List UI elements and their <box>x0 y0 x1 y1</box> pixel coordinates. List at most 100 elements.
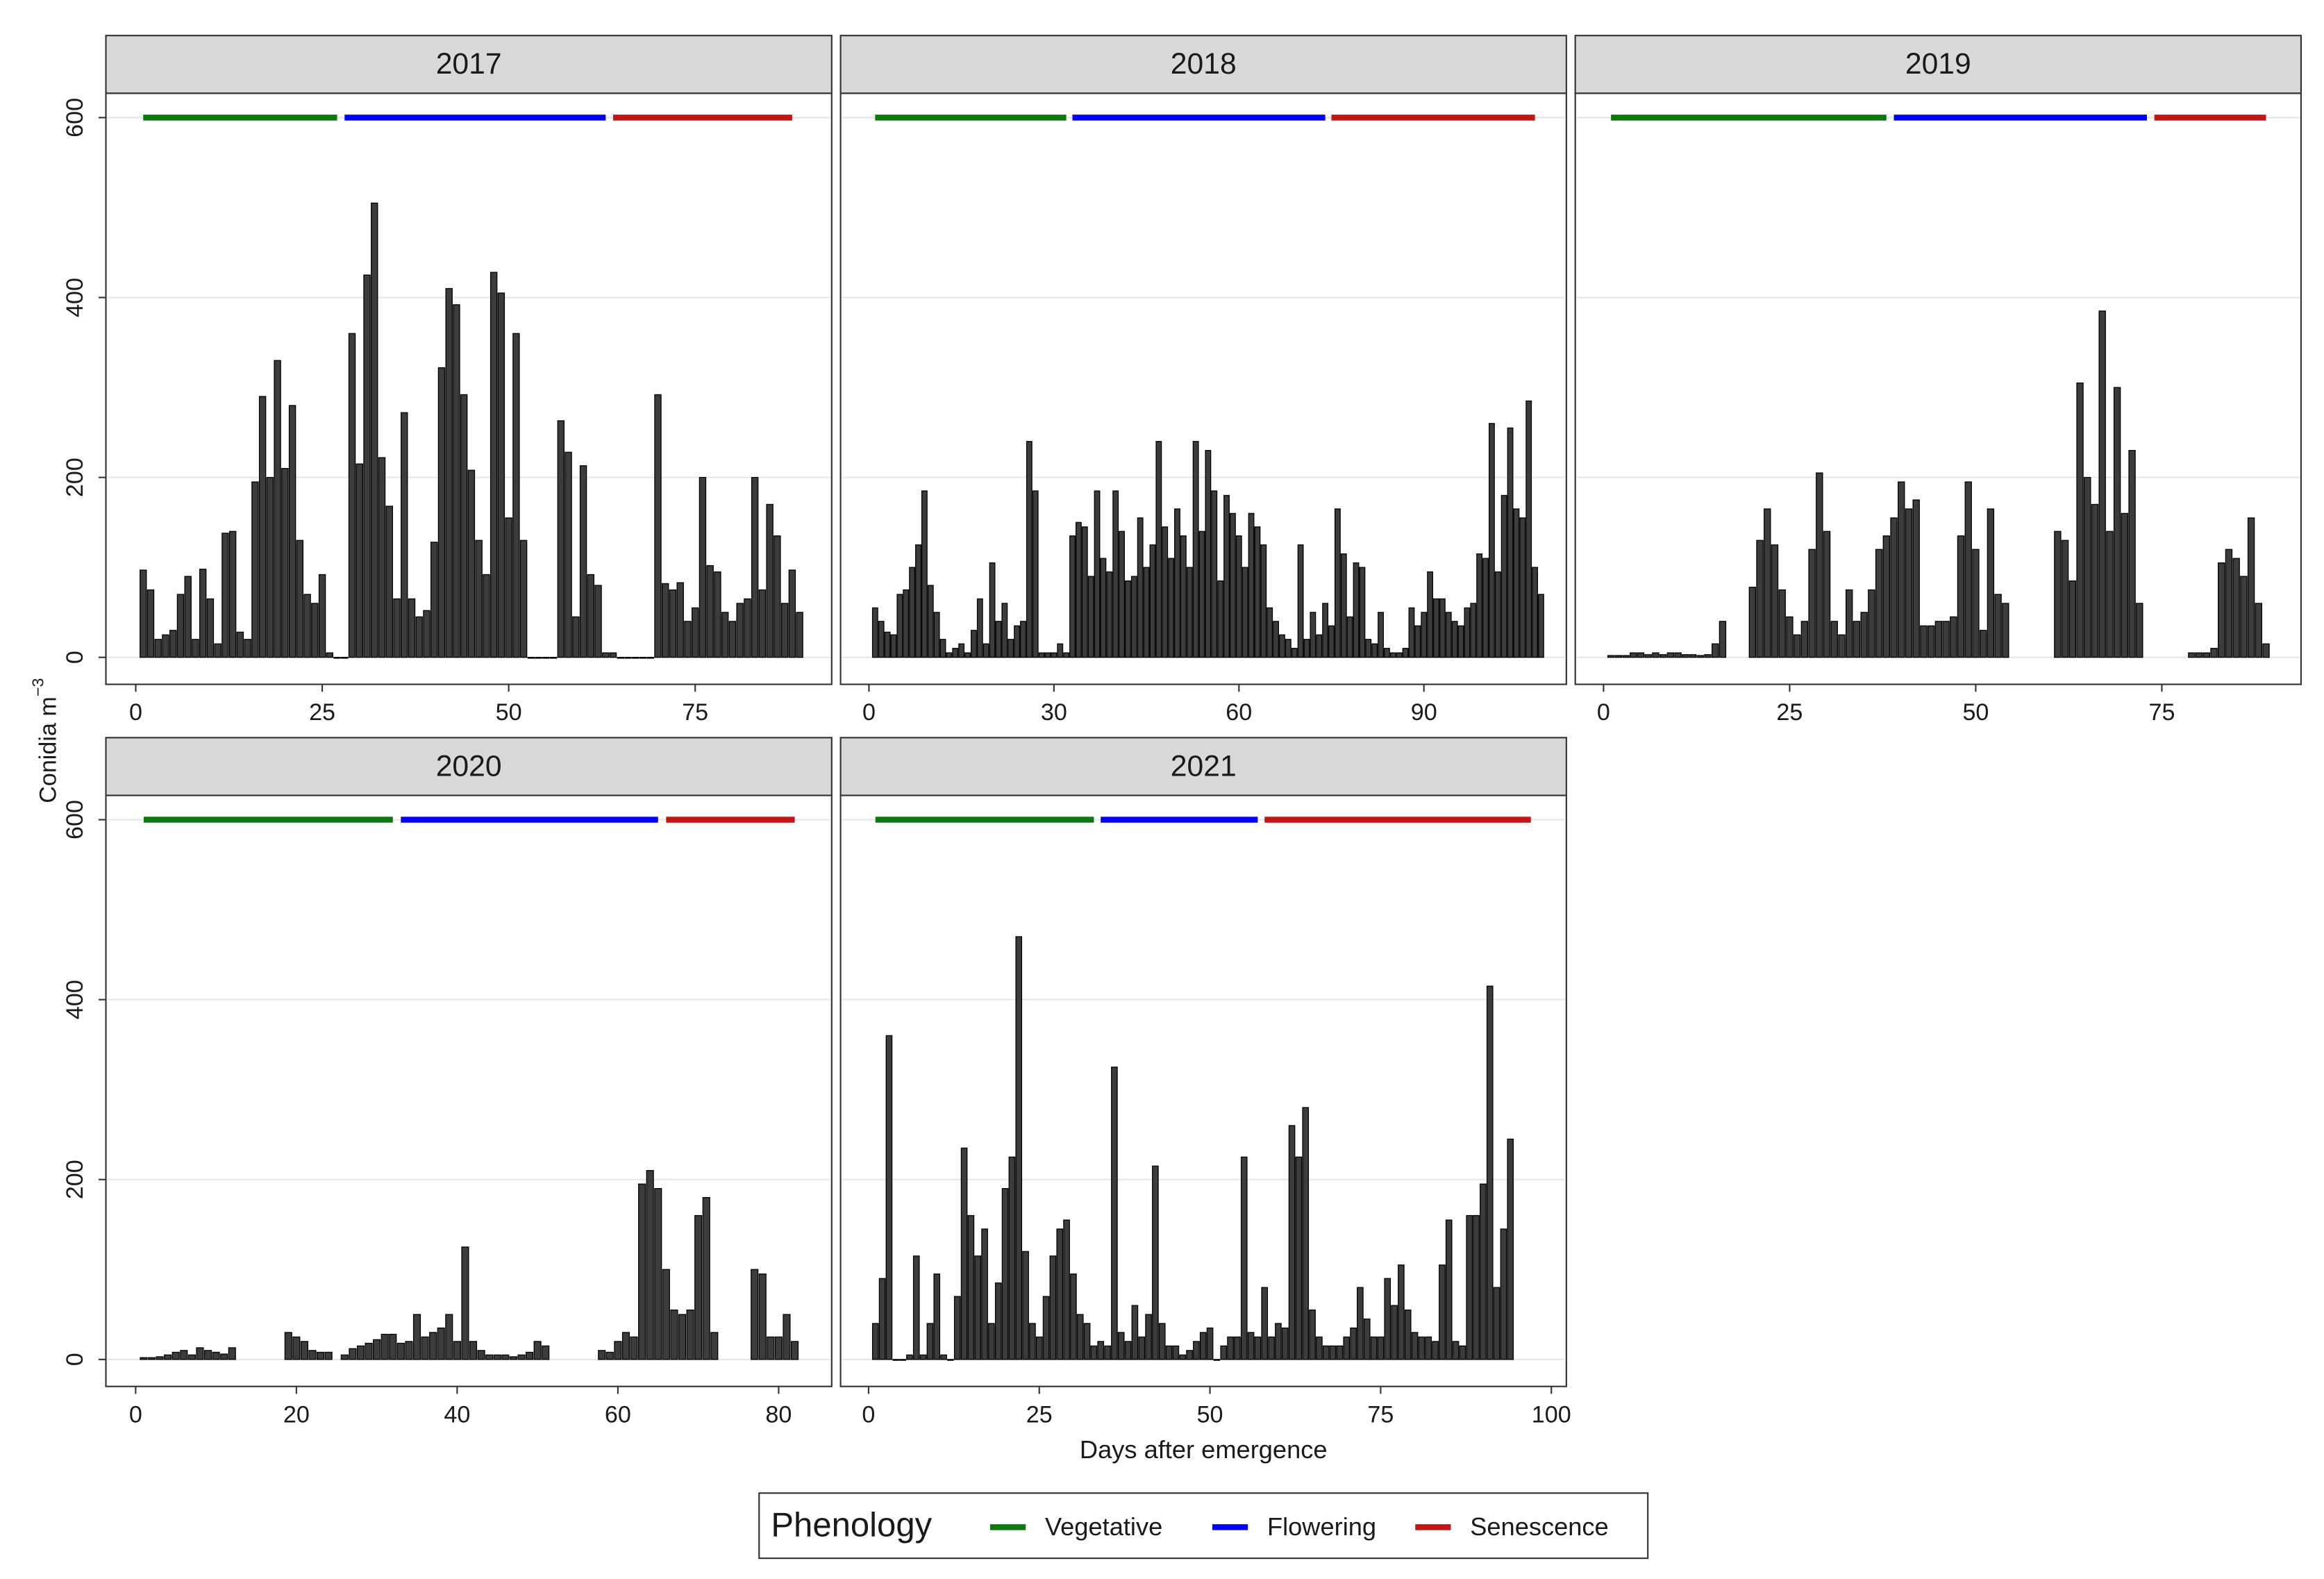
bar <box>1032 490 1039 658</box>
bar <box>1433 598 1439 658</box>
bar <box>736 603 744 658</box>
bar <box>1890 517 1898 658</box>
x-tick-label: 90 <box>1411 699 1437 726</box>
bar <box>926 1323 934 1360</box>
bar <box>1950 616 1957 658</box>
bar <box>1180 535 1187 658</box>
bar <box>1076 1314 1084 1360</box>
bar <box>721 612 729 658</box>
x-tick-label: 20 <box>283 1401 310 1428</box>
bar <box>517 1354 526 1360</box>
bar <box>1868 589 1875 658</box>
bar <box>251 481 259 658</box>
bar <box>363 274 371 658</box>
bar <box>1247 1332 1255 1360</box>
bar <box>1014 625 1020 658</box>
bar <box>196 1347 204 1360</box>
bar <box>933 612 940 658</box>
bar <box>686 1309 694 1360</box>
bar <box>1853 621 1861 658</box>
bar <box>609 652 617 658</box>
bar <box>896 594 903 658</box>
bar <box>1291 648 1298 658</box>
bar <box>694 1214 703 1360</box>
bar <box>1112 490 1119 658</box>
bar <box>878 621 885 658</box>
bar <box>614 1341 622 1360</box>
bar <box>258 396 267 658</box>
bar <box>1229 512 1236 658</box>
bar <box>1480 1183 1487 1360</box>
bar <box>1155 441 1162 658</box>
bar <box>2188 652 2196 658</box>
bar <box>1254 526 1261 658</box>
bar <box>1227 1336 1234 1360</box>
bar <box>1482 558 1489 658</box>
bar <box>1192 441 1199 658</box>
bar <box>710 1332 719 1360</box>
bar <box>1063 652 1070 658</box>
x-tick-label: 40 <box>444 1401 470 1428</box>
bar <box>974 1255 982 1360</box>
bar <box>1507 1138 1514 1360</box>
x-tick-label: 60 <box>1226 699 1252 726</box>
bar <box>1451 621 1458 658</box>
x-tick-label: 75 <box>2148 699 2175 726</box>
bar <box>1637 652 1645 658</box>
bar <box>2255 603 2263 658</box>
bar <box>1476 553 1483 658</box>
bar <box>964 652 971 658</box>
bar <box>1823 530 1831 658</box>
bar <box>1519 517 1526 658</box>
bar <box>2247 517 2255 658</box>
bar <box>349 1348 357 1360</box>
bar <box>1117 1332 1125 1360</box>
bar <box>1242 567 1248 658</box>
strip <box>105 35 833 94</box>
bar <box>1377 1336 1385 1360</box>
bar <box>1470 603 1477 658</box>
bar <box>1131 1305 1139 1360</box>
bar <box>1432 1341 1439 1360</box>
bar <box>1427 571 1434 658</box>
bar <box>751 1269 759 1360</box>
bar <box>1316 634 1323 658</box>
bar <box>796 612 803 658</box>
bar <box>1168 558 1175 658</box>
bar <box>1186 1350 1193 1360</box>
bar <box>1094 490 1101 658</box>
bar <box>1295 1156 1303 1360</box>
bar <box>1452 1341 1460 1360</box>
bar <box>758 589 767 658</box>
bar <box>1254 1336 1262 1360</box>
bar <box>1070 1273 1077 1360</box>
y-tick-label: 200 <box>62 1160 88 1199</box>
bar <box>915 544 921 658</box>
bar <box>206 598 215 658</box>
bar <box>460 394 468 658</box>
bar <box>1322 603 1329 658</box>
bar <box>1130 576 1137 658</box>
bar <box>1898 481 1905 658</box>
bar <box>699 476 707 658</box>
bar <box>1719 621 1727 658</box>
bar <box>389 1333 397 1360</box>
bar <box>164 1354 172 1360</box>
bar <box>430 542 438 658</box>
bar <box>983 643 989 658</box>
bar <box>1217 580 1224 658</box>
bar <box>976 598 983 658</box>
bar <box>728 621 737 658</box>
legend-title: Phenology <box>771 1506 932 1544</box>
bar <box>1001 1188 1009 1360</box>
bar <box>220 1353 228 1360</box>
bar <box>1384 1278 1391 1360</box>
bar <box>1138 1336 1146 1360</box>
bar <box>340 1354 349 1360</box>
bar <box>2202 652 2210 658</box>
strip <box>839 737 1567 796</box>
legend-box <box>758 1492 1649 1560</box>
bar <box>1396 652 1403 658</box>
bar <box>1934 621 1943 658</box>
bar <box>790 1341 799 1360</box>
